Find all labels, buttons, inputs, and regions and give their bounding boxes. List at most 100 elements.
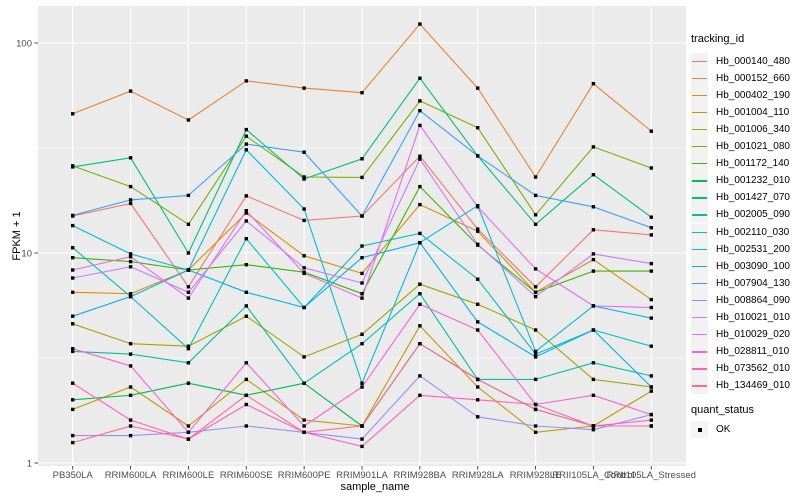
data-point (244, 424, 248, 428)
data-point (302, 266, 306, 270)
data-point (244, 361, 248, 365)
legend-item-label: Hb_003090_100 (716, 260, 790, 272)
data-point (71, 314, 75, 318)
data-point (649, 374, 653, 378)
legend-key (691, 69, 708, 87)
line-swatch-icon (692, 282, 707, 285)
data-point (360, 214, 364, 218)
data-point (302, 86, 306, 90)
legend-key (691, 274, 708, 292)
data-point (186, 430, 191, 434)
data-point (71, 112, 75, 116)
data-point (302, 381, 306, 385)
data-point (591, 205, 596, 209)
x-tick-label: RRIM600PE (278, 470, 331, 481)
legend-item-label: Hb_134469_010 (716, 380, 790, 392)
data-point (302, 177, 306, 181)
data-point (244, 377, 248, 382)
legend-title-tracking-id: tracking_id (691, 33, 745, 45)
line-swatch-icon (692, 351, 707, 353)
data-point (244, 263, 248, 267)
data-point (360, 424, 364, 428)
data-point (128, 198, 133, 202)
data-point (71, 290, 75, 294)
legend-item-label: Hb_001006_340 (716, 123, 790, 135)
data-point (360, 437, 364, 441)
legend-item-label: Hb_000152_660 (716, 72, 790, 84)
data-point (186, 290, 191, 294)
legend-key (691, 52, 708, 70)
data-point (186, 296, 191, 300)
data-point (244, 194, 248, 198)
legend-key (691, 377, 708, 395)
data-point (302, 175, 306, 179)
legend-item-label: Hb_002531_200 (716, 243, 790, 255)
data-point (302, 254, 306, 258)
line-swatch-icon (692, 214, 707, 216)
line-swatch-icon (692, 163, 707, 165)
data-point (418, 22, 422, 26)
data-point (649, 344, 653, 348)
legend-key (691, 223, 708, 241)
y-tick-label: 10 (21, 248, 32, 259)
legend-item-label: Hb_000402_190 (716, 89, 790, 101)
data-point (649, 385, 653, 389)
data-point (360, 381, 364, 385)
legend-item-label: Hb_007904_130 (716, 277, 790, 289)
data-point (591, 173, 596, 177)
data-point (128, 433, 133, 438)
legend-key (691, 421, 708, 438)
data-point (649, 261, 653, 266)
data-point (533, 222, 538, 226)
data-point (649, 424, 653, 428)
legend-key (691, 103, 708, 121)
data-point (533, 407, 538, 412)
data-point (649, 215, 653, 219)
data-point (649, 226, 653, 230)
legend-item-label: Hb_001172_140 (716, 158, 790, 170)
data-point (71, 349, 75, 354)
line-swatch-icon (692, 111, 707, 114)
x-tick-label: RRIM928BA (393, 470, 446, 481)
data-point (128, 352, 133, 356)
data-point (71, 407, 75, 412)
data-point (302, 424, 306, 428)
x-tick-label: RRIM600LE (163, 470, 215, 481)
data-point (418, 157, 422, 161)
data-point (591, 328, 596, 332)
data-point (591, 424, 596, 428)
data-point (533, 328, 538, 332)
data-point (128, 156, 133, 160)
data-point (533, 213, 538, 217)
data-point (591, 145, 596, 149)
data-point (244, 219, 248, 223)
x-tick-label: RRIM600SE (220, 470, 273, 481)
legend-item-label: Hb_028811_010 (716, 346, 790, 358)
data-point (128, 252, 133, 256)
data-point (649, 297, 653, 302)
line-swatch-icon (692, 317, 707, 319)
data-point (649, 316, 653, 320)
line-swatch-icon (692, 368, 707, 370)
data-point (360, 292, 364, 296)
data-point (591, 377, 596, 382)
legend-item-label: Hb_001021_080 (716, 141, 790, 152)
legend-item-label: Hb_001004_110 (716, 106, 790, 118)
data-point (649, 305, 653, 310)
legend-key (691, 138, 708, 155)
data-point (418, 99, 422, 103)
data-point (360, 342, 364, 346)
x-tick-label: RRIM928LA (452, 470, 504, 481)
line-swatch-icon (692, 77, 707, 79)
data-point (533, 402, 538, 407)
legend-item-label: Hb_010029_020 (716, 329, 790, 341)
data-point (186, 381, 191, 385)
data-point (244, 393, 248, 397)
data-point (302, 305, 306, 310)
data-point (244, 211, 248, 215)
data-point (128, 265, 133, 269)
data-point (128, 393, 133, 397)
legend-key (691, 240, 708, 258)
data-point (302, 418, 306, 422)
